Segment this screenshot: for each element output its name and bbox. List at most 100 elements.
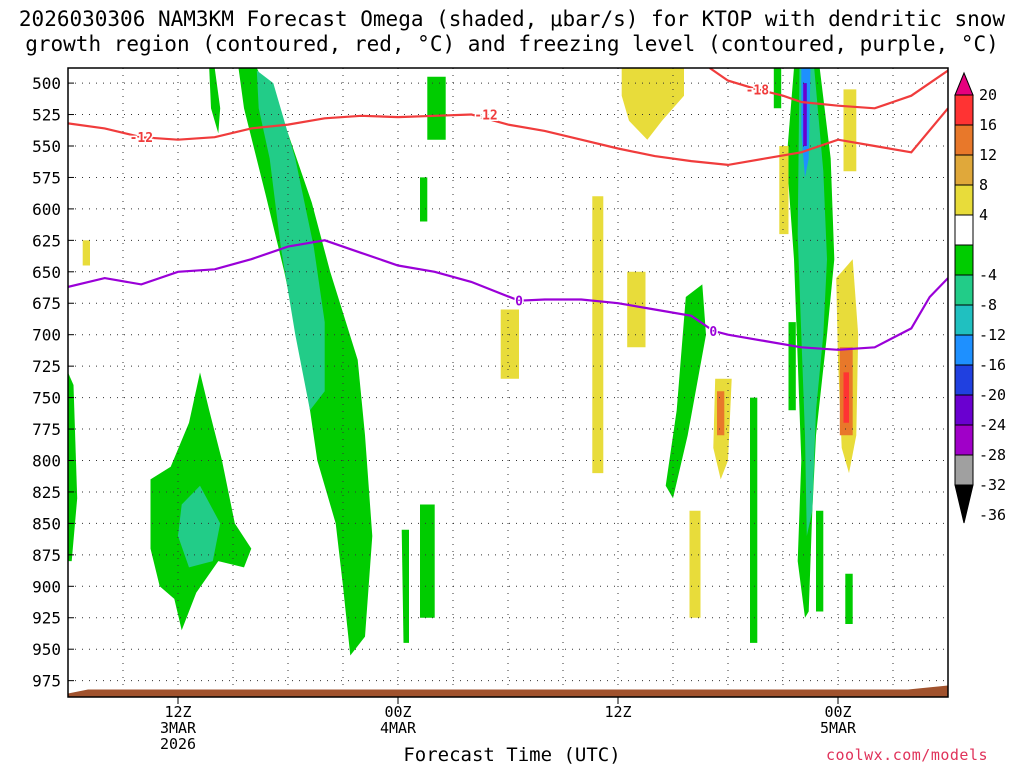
terrain-ground bbox=[68, 685, 948, 697]
x-tick-label-36-0: 12Z bbox=[604, 703, 631, 721]
omega-green-sliver-43 bbox=[750, 397, 758, 643]
omega-teal-band-left bbox=[256, 70, 325, 411]
y-tick-label-550: 550 bbox=[32, 137, 61, 156]
colorbar-label-1: 16 bbox=[979, 116, 997, 134]
colorbar-box--4 bbox=[954, 214, 974, 246]
colorbar-top-arrow bbox=[954, 71, 974, 96]
x-tick-label-12-2: 2026 bbox=[160, 735, 196, 753]
contour-label-freezing-level-0-0: 0 bbox=[515, 295, 523, 310]
colorbar-label-8: -16 bbox=[979, 356, 1006, 374]
omega-green-sliver-25 bbox=[420, 177, 428, 222]
contour-label-dgz-minus12-0: -12 bbox=[130, 131, 153, 146]
colorbar-box-12 bbox=[954, 124, 974, 156]
contour-dgz-minus18 bbox=[709, 68, 948, 110]
omega-green-blob-48 bbox=[845, 573, 853, 624]
contour-label-dgz-minus12-1: -12 bbox=[474, 109, 497, 124]
x-tick-label-48-1: 5MAR bbox=[820, 719, 857, 737]
colorbar-box--20 bbox=[954, 334, 974, 366]
colorbar-label-12: -32 bbox=[979, 476, 1006, 494]
chart-title-line-1: 2026030306 NAM3KM Forecast Omega (shaded… bbox=[18, 7, 1006, 31]
omega-purple-core-46 bbox=[803, 83, 807, 146]
x-tick-label-24-0: 00Z bbox=[384, 703, 411, 721]
colorbar-label-7: -12 bbox=[979, 326, 1006, 344]
contours: -12 -12 -18 0 0 bbox=[68, 68, 948, 351]
omega-orange-41 bbox=[717, 391, 725, 436]
omega-yellow-36b bbox=[627, 271, 646, 348]
omega-green-sliver-2 bbox=[209, 68, 221, 134]
y-tick-label-875: 875 bbox=[32, 546, 61, 565]
colorbar-label-4: 4 bbox=[979, 206, 988, 224]
y-tick-label-600: 600 bbox=[32, 200, 61, 219]
y-tick-label-700: 700 bbox=[32, 326, 61, 345]
omega-yellow-45 bbox=[779, 146, 789, 235]
colorbar-box--16 bbox=[954, 304, 974, 336]
y-tick-label-675: 675 bbox=[32, 294, 61, 313]
omega-yellow-40b bbox=[689, 510, 701, 618]
omega-red-48 bbox=[843, 372, 849, 423]
colorbar-box-16 bbox=[954, 94, 974, 126]
colorbar: 20 16 12 8 4 -4 -8 -12 -16 -20 -24 -28 -32 -36 bbox=[954, 71, 1006, 524]
colorbar-label-2: 12 bbox=[979, 146, 997, 164]
omega-yellow-48 bbox=[843, 89, 857, 172]
y-tick-label-750: 750 bbox=[32, 389, 61, 408]
x-tick-label-12-1: 3MAR bbox=[160, 719, 197, 737]
x-tick-label-24-1: 4MAR bbox=[380, 719, 417, 737]
chart-title-line-2: growth region (contoured, red, °C) and f… bbox=[25, 32, 999, 56]
y-tick-label-950: 950 bbox=[32, 640, 61, 659]
contour-dgz-minus12 bbox=[68, 107, 948, 167]
colorbar-box--8 bbox=[954, 244, 974, 276]
plot-frame bbox=[67, 67, 949, 698]
omega-green-strip-45 bbox=[788, 322, 796, 411]
x-tick-label-12-0: 12Z bbox=[164, 703, 191, 721]
y-tick-label-800: 800 bbox=[32, 451, 61, 470]
colorbar-label-6: -8 bbox=[979, 296, 997, 314]
omega-yellow-35 bbox=[592, 196, 604, 474]
colorbar-label-13: -36 bbox=[979, 506, 1006, 524]
colorbar-box--32 bbox=[954, 424, 974, 456]
colorbar-bottom-arrow bbox=[954, 484, 974, 524]
omega-green-strip-47b bbox=[816, 510, 824, 612]
omega-green-strip-44 bbox=[773, 68, 782, 109]
colorbar-box-4 bbox=[954, 184, 974, 216]
colorbar-label-0: 20 bbox=[979, 86, 997, 104]
colorbar-label-10: -24 bbox=[979, 416, 1006, 434]
omega-shading bbox=[68, 68, 859, 656]
colorbar-box--36 bbox=[954, 454, 974, 486]
omega-green-sliver-24 bbox=[401, 529, 409, 643]
colorbar-label-5: -4 bbox=[979, 266, 997, 284]
omega-teal-blob-sw bbox=[178, 485, 221, 568]
colorbar-label-9: -20 bbox=[979, 386, 1006, 404]
y-tick-label-975: 975 bbox=[32, 672, 61, 691]
omega-yellow-38-upper bbox=[621, 68, 684, 140]
colorbar-box--12 bbox=[954, 274, 974, 306]
y-tick-label-900: 900 bbox=[32, 577, 61, 596]
y-tick-label-500: 500 bbox=[32, 74, 61, 93]
y-tick-label-925: 925 bbox=[32, 609, 61, 628]
omega-yellow-30 bbox=[500, 309, 519, 379]
axes: 500 525 550 575 600 625 650 675 700 725 750 775 800 8… bbox=[32, 67, 949, 753]
y-tick-label-850: 850 bbox=[32, 514, 61, 533]
omega-yellow-6 bbox=[82, 240, 90, 266]
contour-freezing-level-0 bbox=[68, 239, 948, 351]
x-axis-title: Forecast Time (UTC) bbox=[403, 744, 621, 766]
omega-green-band-40 bbox=[665, 284, 706, 499]
contour-label-dgz-minus18-0: -18 bbox=[746, 83, 770, 98]
colorbar-box--28 bbox=[954, 394, 974, 426]
x-tick-label-48-0: 00Z bbox=[824, 703, 851, 721]
terrain bbox=[68, 685, 948, 697]
omega-green-rect-26 bbox=[427, 76, 446, 140]
omega-green-blob-26 bbox=[420, 504, 435, 618]
y-tick-label-825: 825 bbox=[32, 483, 61, 502]
credit-link[interactable]: coolwx.com/models bbox=[826, 746, 989, 764]
colorbar-box-8 bbox=[954, 154, 974, 186]
contour-label-freezing-level-0-1: 0 bbox=[709, 325, 717, 340]
omega-green-edge-left bbox=[68, 372, 78, 562]
colorbar-box--24 bbox=[954, 364, 974, 396]
y-tick-label-525: 525 bbox=[32, 106, 61, 125]
omega-teal-band-46 bbox=[797, 68, 827, 536]
colorbar-label-3: 8 bbox=[979, 176, 988, 194]
y-tick-label-775: 775 bbox=[32, 420, 61, 439]
y-tick-label-650: 650 bbox=[32, 263, 61, 282]
y-tick-label-625: 625 bbox=[32, 231, 61, 250]
